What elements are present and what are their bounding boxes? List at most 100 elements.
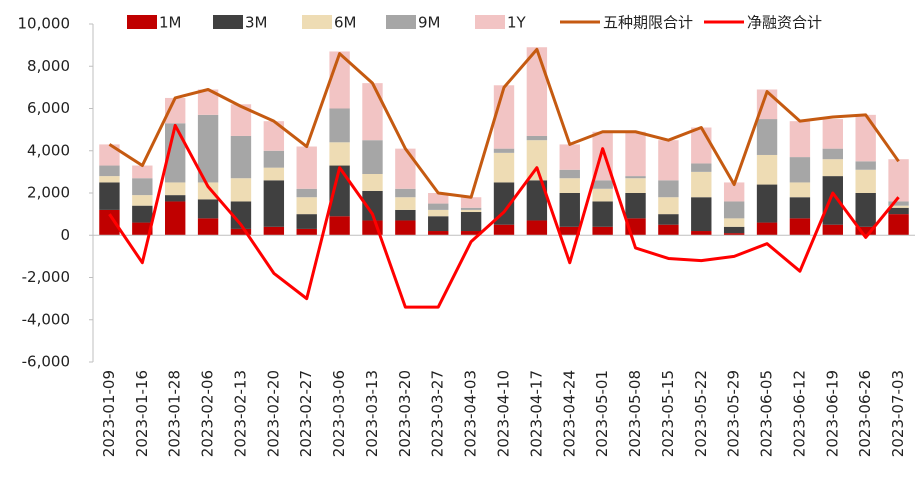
bar-segment <box>691 127 712 164</box>
bar-segment <box>691 197 712 232</box>
x-tick-label: 2023-03-20 <box>396 370 414 457</box>
bar-segment <box>395 209 416 221</box>
legend-swatch <box>302 15 332 29</box>
x-tick-label: 2023-05-29 <box>725 370 743 457</box>
x-tick-label: 2023-03-06 <box>330 370 348 457</box>
bar-segment <box>395 148 416 189</box>
bar-segment <box>789 157 811 183</box>
bar-segment <box>428 216 449 232</box>
bar-segment <box>855 114 876 162</box>
legend-label: 9M <box>418 14 441 32</box>
bar-segment <box>428 193 449 204</box>
x-tick-label: 2023-05-15 <box>659 370 677 457</box>
x-tick-label: 2023-02-13 <box>231 370 249 457</box>
bar-segment <box>493 224 515 236</box>
bar-segment <box>263 180 285 227</box>
bar-segment <box>526 47 548 136</box>
y-tick-label: -6,000 <box>22 353 70 371</box>
line-series <box>108 47 900 199</box>
bar-segment <box>165 201 186 236</box>
bar-segment <box>822 159 843 177</box>
bar-segment <box>296 188 317 198</box>
bar-segment <box>723 233 745 236</box>
bar-segment <box>428 203 449 210</box>
x-tick-label: 2023-02-06 <box>199 370 217 457</box>
bar-segment <box>296 197 317 215</box>
legend-label: 1Y <box>507 14 527 32</box>
bar-segment <box>460 212 482 232</box>
bar-segment <box>197 218 219 236</box>
legend-label: 净融资合计 <box>747 14 822 32</box>
bar-segment <box>756 154 778 185</box>
bar-segment <box>592 180 613 189</box>
bar-segment <box>362 140 383 174</box>
bar-segment <box>658 140 679 181</box>
bar-segment <box>428 231 449 236</box>
bar-segment <box>822 224 843 236</box>
bar-segment <box>625 176 646 179</box>
y-tick-label: 0 <box>60 226 70 244</box>
bar-segment <box>165 97 186 124</box>
bar-segment <box>460 209 482 213</box>
legend-label: 1M <box>159 14 182 32</box>
bar-segment <box>592 188 613 202</box>
bar-segment <box>165 195 186 202</box>
bar-segment <box>99 209 120 236</box>
bar-segment <box>625 193 646 219</box>
legend-swatch <box>386 15 416 29</box>
bar-segment <box>329 108 350 143</box>
legend-swatch <box>127 15 157 29</box>
bar-segment <box>526 140 548 181</box>
x-tick-label: 2023-04-03 <box>462 370 480 457</box>
bar-segment <box>493 85 515 149</box>
bar-segment <box>559 193 580 227</box>
x-tick-label: 2023-06-26 <box>856 370 874 457</box>
y-tick-label: -2,000 <box>22 268 70 286</box>
bar-segment <box>559 178 580 193</box>
bar-segment <box>296 214 317 229</box>
bar-segment <box>460 231 482 236</box>
bar-segment <box>822 119 843 149</box>
bar-segment <box>263 167 285 181</box>
bar-segment <box>362 83 383 141</box>
bar-segment <box>658 197 679 215</box>
bar-segment <box>888 205 909 208</box>
bar-segment <box>395 188 416 198</box>
x-tick-label: 2023-01-16 <box>133 370 151 457</box>
bar-segment <box>230 104 252 136</box>
bar-segment <box>428 209 449 217</box>
legend-label: 3M <box>245 14 268 32</box>
bar-segment <box>592 201 613 227</box>
bar-segment <box>855 169 876 193</box>
x-tick-label: 2023-02-27 <box>297 370 315 457</box>
bar-segment <box>625 131 646 177</box>
bar-segment <box>756 222 778 236</box>
bar-segment <box>230 228 252 236</box>
y-tick-label: 8,000 <box>27 57 70 75</box>
bar-segment <box>723 226 745 234</box>
bar-segment <box>822 176 843 225</box>
bar-segment <box>263 121 285 151</box>
x-tick-label: 2023-05-01 <box>593 370 611 457</box>
bar-segment <box>197 182 219 200</box>
x-tick-label: 2023-06-05 <box>758 370 776 457</box>
legend-label: 6M <box>334 14 357 32</box>
bar-segment <box>493 148 515 153</box>
x-tick-label: 2023-06-19 <box>823 370 841 457</box>
bar-segment <box>132 195 153 206</box>
x-tick-label: 2023-04-10 <box>495 370 513 457</box>
bar-segment <box>132 178 153 196</box>
bar-segment <box>789 218 811 236</box>
x-tick-label: 2023-05-22 <box>692 370 710 457</box>
line-series <box>108 123 900 309</box>
y-tick-label: 4,000 <box>27 141 70 159</box>
bar-segment <box>99 176 120 183</box>
bar-segment <box>197 114 219 183</box>
bar-segment <box>723 201 745 219</box>
bar-segment <box>329 142 350 166</box>
bar-segment <box>789 182 811 198</box>
x-tick-label: 2023-07-03 <box>889 370 907 457</box>
bar-segment <box>230 201 252 229</box>
bar-segment <box>756 119 778 155</box>
